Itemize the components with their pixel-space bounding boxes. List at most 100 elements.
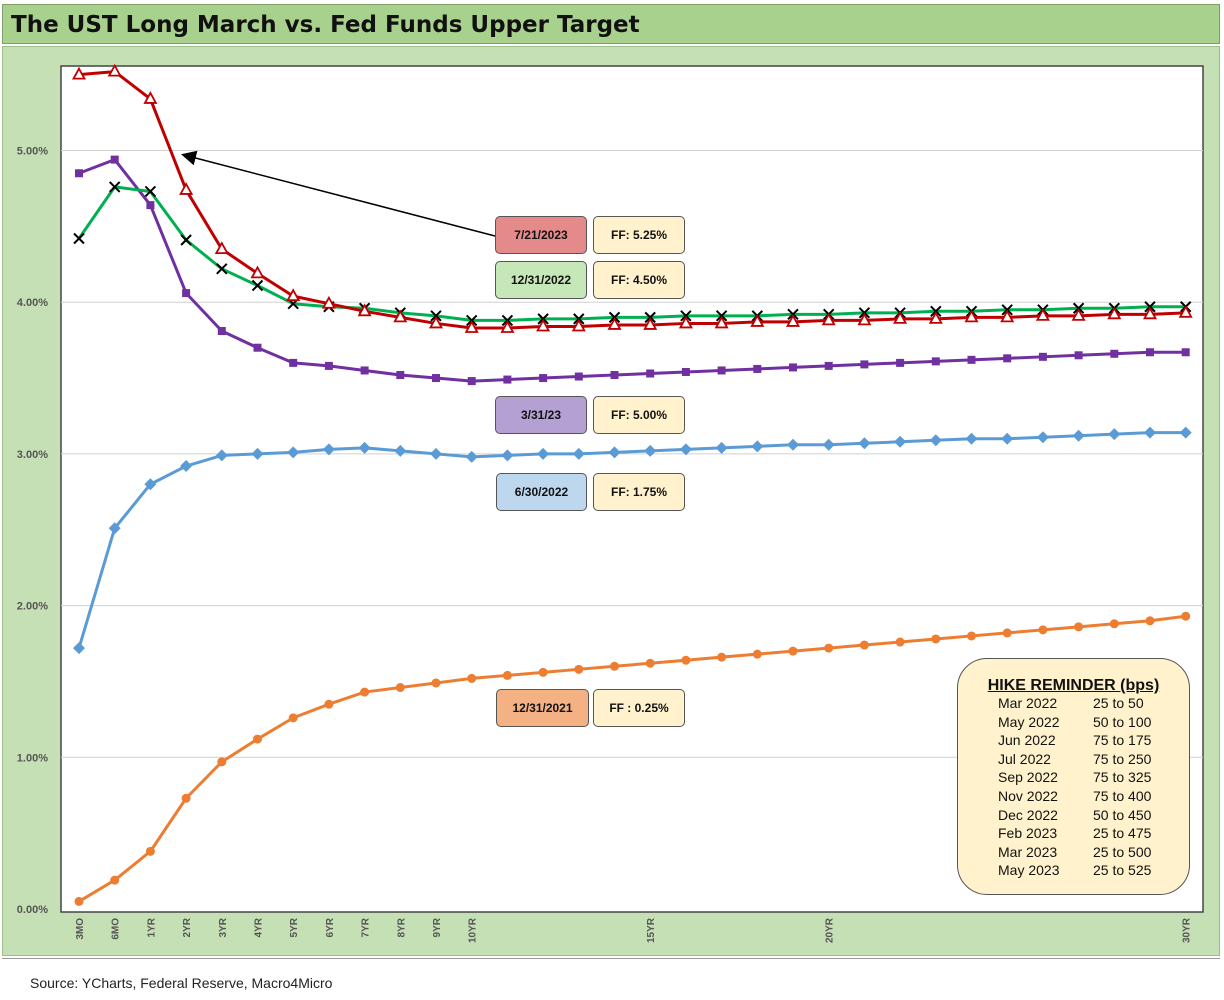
- data-point: [965, 432, 978, 445]
- hike-row: Sep 2022 75 to 325: [958, 769, 1189, 788]
- series-date-label: 12/31/2021: [496, 689, 589, 727]
- data-point: [74, 896, 84, 906]
- chart-title: The UST Long March vs. Fed Funds Upper T…: [11, 12, 640, 38]
- data-point: [1181, 348, 1190, 357]
- data-point: [145, 846, 155, 856]
- hike-reminder-box: HIKE REMINDER (bps) Mar 2022 25 to 50 May …: [957, 658, 1190, 895]
- data-point: [287, 446, 300, 459]
- data-point: [500, 320, 515, 333]
- data-point: [324, 361, 333, 370]
- data-point: [360, 687, 370, 697]
- hike-value: 25 to 525: [1093, 862, 1152, 879]
- x-tick-label: 1YR: [146, 917, 157, 937]
- hike-row: Nov 2022 75 to 400: [958, 788, 1189, 807]
- data-point: [824, 643, 834, 653]
- data-point: [1074, 622, 1084, 632]
- data-point: [1108, 428, 1121, 441]
- data-point: [71, 66, 87, 80]
- data-point: [1110, 349, 1119, 358]
- hike-value: 25 to 500: [1093, 843, 1152, 860]
- hike-row: Mar 2022 25 to 50: [958, 695, 1189, 714]
- data-point: [1179, 426, 1192, 439]
- hike-row: May 2023 25 to 525: [958, 862, 1189, 881]
- hike-date: May 2023: [998, 862, 1060, 879]
- data-point: [1145, 616, 1155, 626]
- data-point: [430, 447, 442, 460]
- data-point: [931, 634, 941, 644]
- data-point: [467, 377, 476, 386]
- data-point: [250, 265, 265, 279]
- data-point: [785, 314, 801, 327]
- data-point: [752, 649, 762, 659]
- data-point: [394, 444, 407, 457]
- hike-row: May 2022 50 to 100: [958, 714, 1189, 733]
- data-point: [396, 371, 405, 380]
- data-point: [108, 522, 121, 535]
- hike-date: Dec 2022: [998, 806, 1058, 823]
- x-tick-label: 15YR: [646, 917, 657, 943]
- data-point: [821, 312, 836, 326]
- data-point: [537, 447, 550, 460]
- data-point: [1074, 351, 1083, 360]
- fed-funds-label: FF : 0.25%: [593, 689, 685, 727]
- data-point: [179, 182, 194, 195]
- data-point: [144, 185, 157, 198]
- y-tick-label: 3.00%: [17, 449, 48, 461]
- data-point: [217, 757, 227, 767]
- hike-date: Feb 2023: [998, 825, 1058, 842]
- data-point: [286, 288, 301, 302]
- hike-date: Mar 2022: [998, 695, 1058, 711]
- hike-value: 75 to 400: [1093, 788, 1152, 804]
- data-point: [571, 318, 586, 332]
- data-point: [182, 289, 191, 298]
- series-date-label: 7/21/2023: [495, 216, 587, 254]
- data-point: [859, 640, 869, 650]
- data-point: [681, 367, 690, 376]
- hike-row: Jun 2022 75 to 175: [958, 732, 1189, 751]
- data-point: [751, 440, 764, 453]
- data-point: [322, 443, 335, 456]
- hike-row: Feb 2023 25 to 475: [958, 825, 1189, 844]
- data-point: [1038, 352, 1047, 361]
- data-point: [144, 478, 157, 491]
- data-point: [717, 366, 726, 375]
- data-point: [824, 361, 833, 370]
- y-tick-label: 5.00%: [17, 146, 48, 158]
- data-point: [574, 372, 583, 381]
- data-point: [967, 631, 976, 641]
- series-date-label: 12/31/2022: [495, 261, 587, 299]
- hike-date: Jul 2022: [998, 750, 1051, 767]
- data-point: [357, 303, 372, 317]
- data-point: [288, 713, 298, 723]
- data-point: [964, 309, 979, 323]
- data-point: [789, 363, 797, 372]
- data-point: [107, 63, 122, 77]
- hike-date: Nov 2022: [998, 788, 1058, 804]
- data-point: [360, 366, 369, 375]
- data-point: [931, 357, 940, 366]
- x-tick-label: 3MO: [75, 918, 86, 940]
- data-point: [896, 358, 905, 367]
- hike-value: 75 to 325: [1093, 769, 1152, 786]
- data-point: [214, 241, 229, 255]
- data-point: [143, 91, 158, 104]
- hike-value: 75 to 175: [1093, 732, 1152, 749]
- data-point: [610, 661, 619, 671]
- data-point: [110, 155, 119, 164]
- data-point: [536, 318, 551, 332]
- data-point: [108, 181, 121, 193]
- data-point: [217, 327, 226, 336]
- data-point: [1001, 432, 1014, 445]
- data-point: [681, 655, 691, 665]
- data-point: [788, 646, 798, 656]
- series-line-s2022b: [77, 185, 1186, 322]
- hike-value: 75 to 250: [1093, 750, 1152, 767]
- data-point: [539, 374, 548, 383]
- data-point: [644, 444, 657, 457]
- hike-date: Mar 2023: [998, 843, 1058, 860]
- fed-funds-label: FF: 1.75%: [593, 473, 685, 511]
- data-point: [608, 446, 621, 459]
- data-point: [1071, 307, 1086, 321]
- data-point: [929, 434, 942, 447]
